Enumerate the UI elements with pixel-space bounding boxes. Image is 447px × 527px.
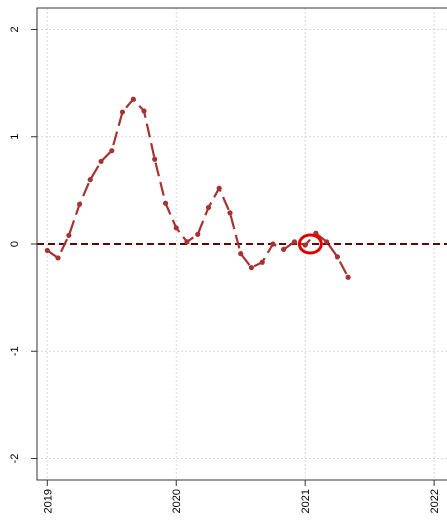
data-point-0-13 <box>184 239 190 245</box>
data-point-0-0 <box>44 247 50 254</box>
y-tick-label-1: -1 <box>9 346 21 356</box>
data-point-0-15 <box>205 204 212 211</box>
data-point-0-24 <box>302 242 308 248</box>
x-tick-label-3: 2022 <box>429 489 441 513</box>
series-line-0 <box>46 98 350 278</box>
data-point-0-26 <box>324 239 330 245</box>
axes: -2 -1 0 1 2 2019 2020 2021 2022 <box>9 7 447 513</box>
x-tick-label-1: 2020 <box>171 489 183 513</box>
x-tick-label-2: 2021 <box>300 489 312 513</box>
data-point-0-9 <box>141 108 147 114</box>
data-point-0-14 <box>195 231 201 237</box>
data-point-0-5 <box>98 158 104 164</box>
data-point-0-3 <box>76 201 83 207</box>
data-point-0-2 <box>66 232 72 239</box>
series-layer <box>44 96 351 280</box>
data-point-0-27 <box>334 254 341 260</box>
x-tick-label-0: 2019 <box>42 489 54 513</box>
data-point-0-22 <box>281 246 287 252</box>
y-tick-label-2: 0 <box>9 241 21 247</box>
data-point-0-18 <box>238 251 244 257</box>
data-point-0-23 <box>291 239 298 245</box>
data-point-0-6 <box>109 148 115 154</box>
y-tick-label-0: -2 <box>9 454 21 464</box>
highlight-circle-0 <box>297 233 323 255</box>
data-point-0-17 <box>227 210 233 216</box>
y-tick-label-3: 1 <box>9 134 21 140</box>
data-point-0-16 <box>216 185 222 191</box>
y-tick-label-4: 2 <box>9 26 21 32</box>
data-point-0-7 <box>119 109 126 115</box>
data-point-0-8 <box>130 96 136 102</box>
data-point-0-4 <box>87 177 93 183</box>
data-point-0-10 <box>152 156 158 162</box>
data-point-0-12 <box>173 225 179 231</box>
data-point-0-11 <box>162 200 169 206</box>
data-point-0-21 <box>270 241 276 247</box>
data-point-0-28 <box>345 274 351 280</box>
data-point-0-1 <box>55 255 61 261</box>
data-point-0-20 <box>259 259 265 265</box>
data-point-0-19 <box>248 265 255 271</box>
annotation-layer <box>297 233 323 255</box>
